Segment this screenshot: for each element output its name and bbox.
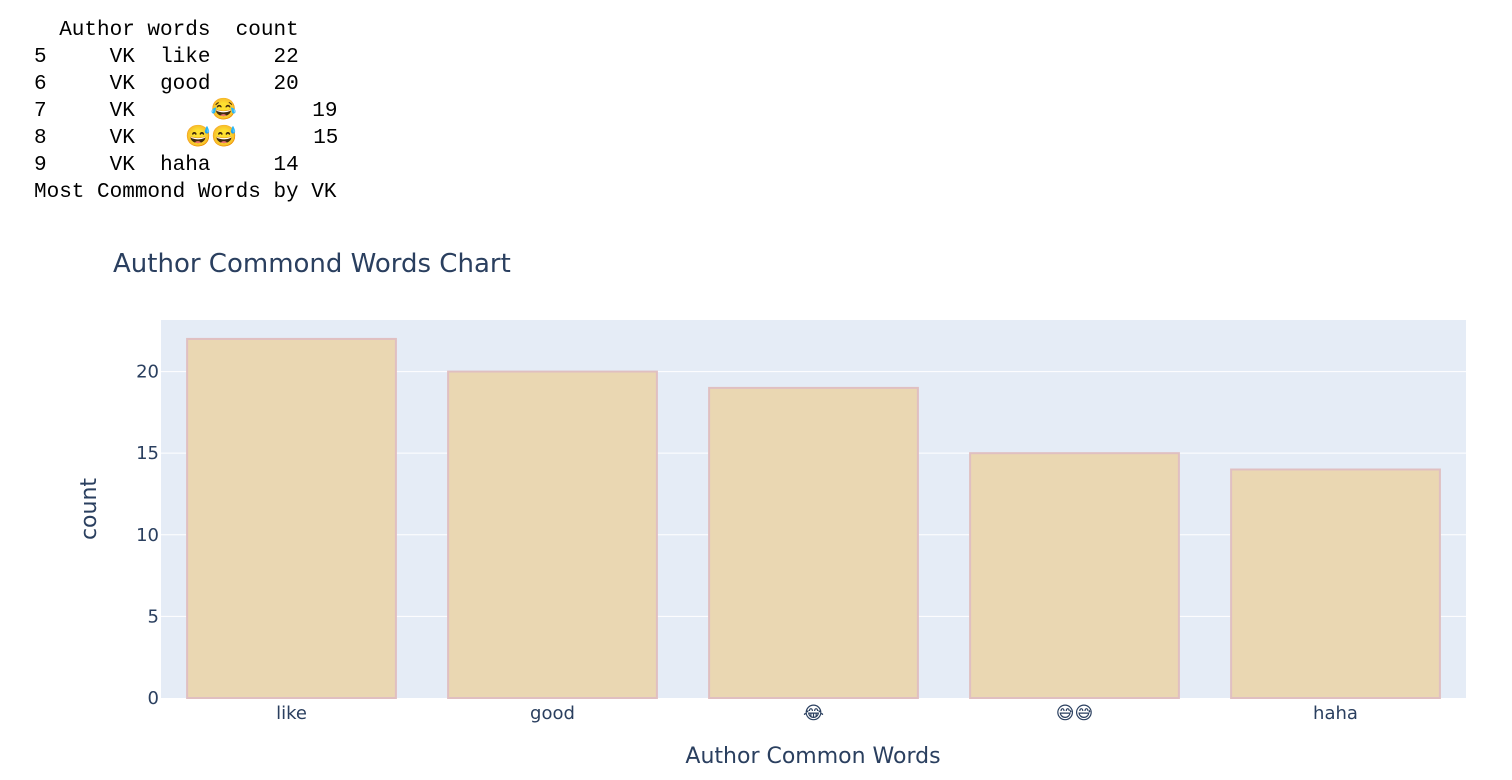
row-word: 😅😅 [185,127,238,150]
x-tick-label: like [276,703,307,724]
row-index: 8 [34,127,47,150]
console-table-row: 6 VK good 20 [34,71,338,98]
x-axis-ticks: like good 😂 😅😅 haha [276,703,1358,724]
x-tick-label: 😂 [803,703,824,724]
row-word: like [160,46,211,69]
console-table-row: 8 VK 😅😅 15 [34,125,338,152]
bar [447,370,658,699]
chart-title: Author Commond Words Chart [113,249,511,279]
row-author: VK [109,127,135,150]
row-author: VK [109,73,135,96]
row-author: VK [109,100,135,123]
console-table-header: Author words count [34,19,299,42]
row-word: good [160,73,211,96]
row-index: 6 [34,73,47,96]
bar [1230,468,1441,699]
row-count: 19 [312,100,338,123]
row-count: 14 [273,154,299,177]
bar [708,386,919,699]
console-table-row: 9 VK haha 14 [34,152,338,179]
y-axis-title: count [77,478,102,540]
row-author: VK [109,46,135,69]
gridlines [161,371,1466,617]
row-index: 5 [34,46,47,69]
row-index: 9 [34,154,47,177]
console-caption: Most Commond Words by VK [34,181,337,204]
console-table-row: 5 VK like 22 [34,44,338,71]
y-tick-label: 10 [136,525,159,546]
row-author: VK [109,154,135,177]
row-word: 😂 [210,100,237,123]
x-tick-label: haha [1313,703,1358,724]
y-tick-label: 5 [148,606,159,627]
x-tick-label: good [530,703,575,724]
row-count: 22 [273,46,299,69]
y-tick-label: 20 [136,362,159,383]
y-axis-ticks: 0 5 10 15 20 [136,362,159,709]
plot-area [161,320,1466,698]
bar [186,337,397,699]
bar [969,452,1180,699]
console-output: Author words count 5 VK like 22 6 VK good … [34,17,338,206]
bars [186,337,1441,699]
x-tick-label: 😅😅 [1056,703,1094,724]
row-word: haha [160,154,211,177]
y-tick-label: 15 [136,443,159,464]
console-table-row: 7 VK 😂 19 [34,98,338,125]
row-index: 7 [34,100,47,123]
row-count: 15 [313,127,339,150]
x-axis-title: Author Common Words [685,744,940,769]
y-tick-label: 0 [148,688,159,709]
row-count: 20 [273,73,299,96]
